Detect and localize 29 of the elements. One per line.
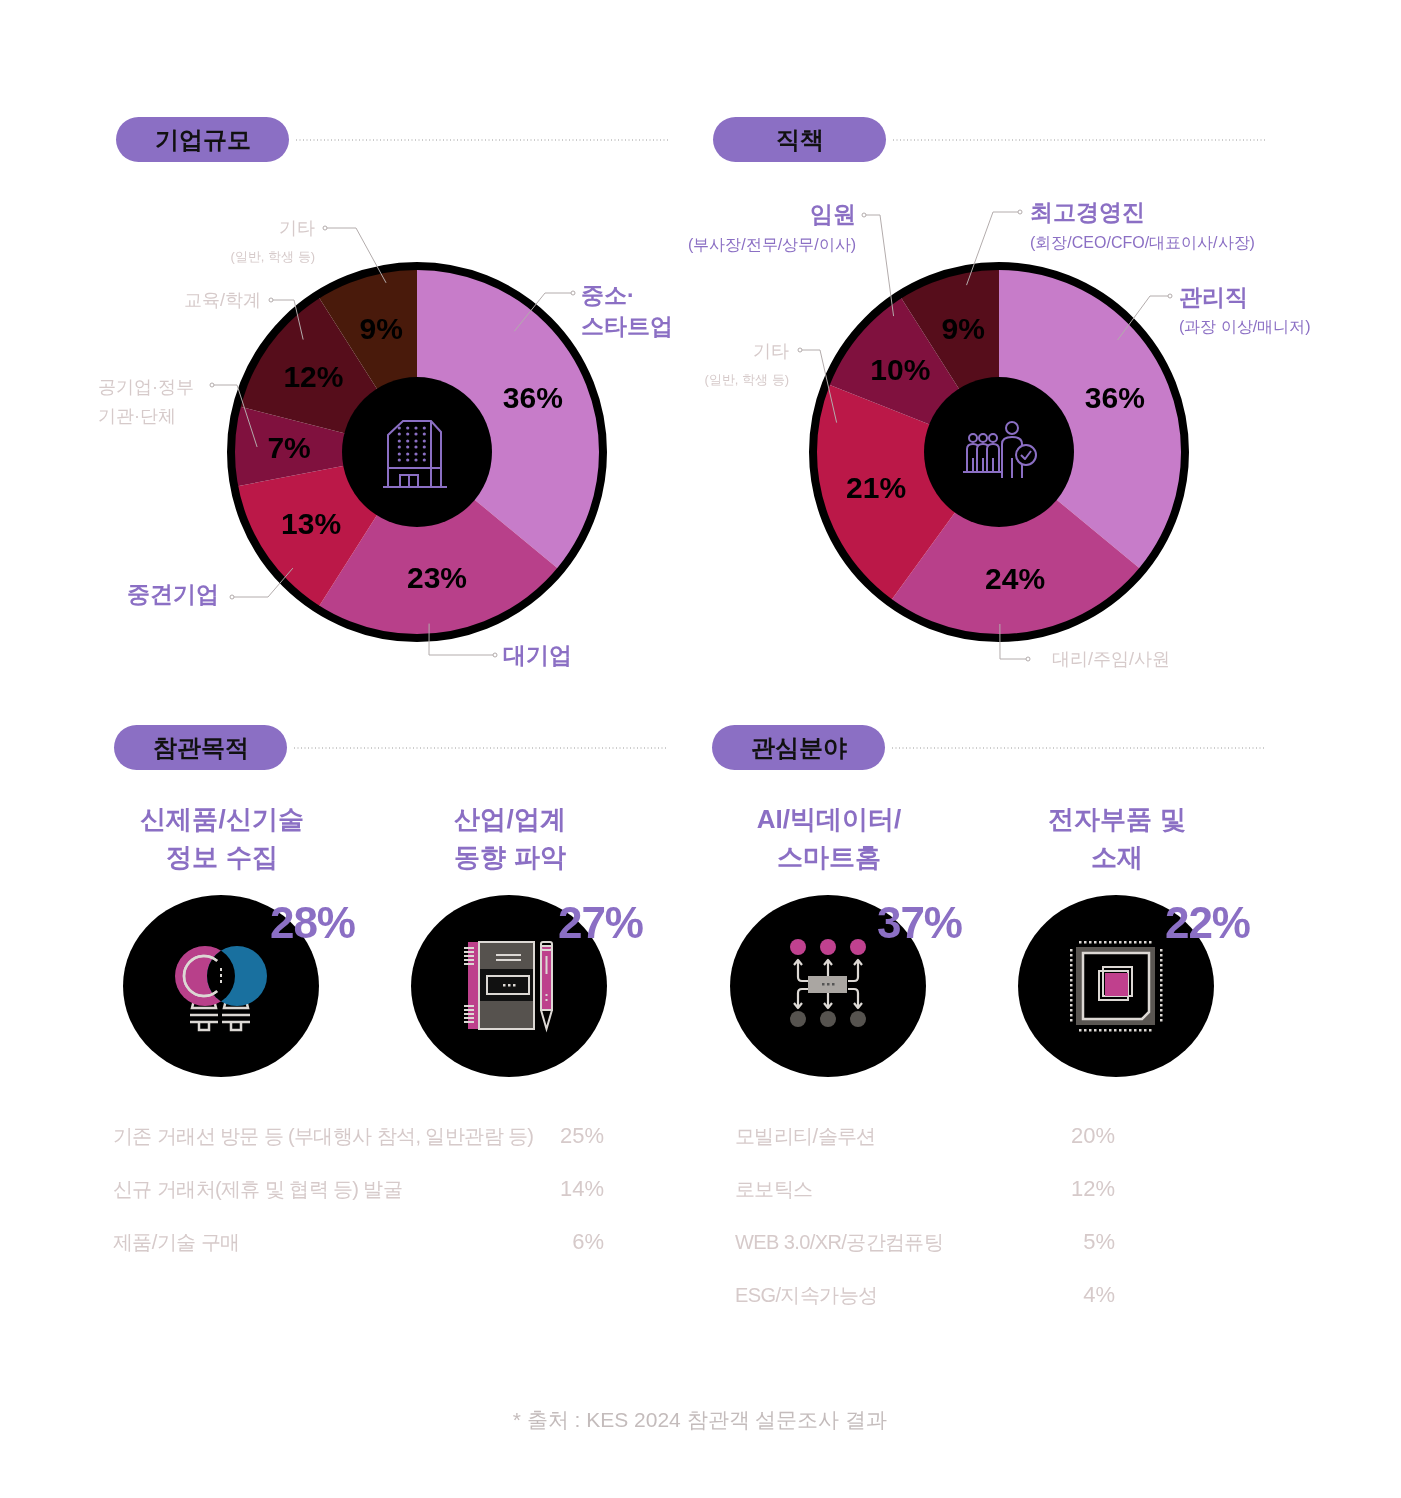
slice-label: 중소· 스타트업 (581, 282, 673, 339)
slice-label: 중견기업 (127, 581, 219, 607)
chart-title: 직책 (775, 126, 824, 153)
data-label: 7% (267, 430, 311, 464)
data-label: 36% (502, 380, 563, 414)
category-label: 신제품/신기술 정보 수집 (140, 804, 304, 872)
category-label: 산업/업계 동향 파악 (454, 804, 566, 872)
text: * 출처 : KES 2024 참관객 설문조사 결과 (512, 1408, 888, 1431)
data-label: 24% (985, 561, 1046, 595)
data-label: 36% (1084, 380, 1145, 414)
data-label: 23% (407, 561, 468, 595)
donut-slice (236, 465, 378, 608)
category-label: 전자부품 및 소재 (1048, 804, 1186, 872)
data-label: 12% (283, 359, 344, 393)
data-label: 21% (846, 470, 907, 504)
slice-label: 최고경영진 (회장/CEO/CFO/대표이사/사장) (1030, 199, 1255, 251)
data-label: 9% (359, 312, 403, 346)
slice-label: 임원 (부사장/전무/상무/이사) (688, 201, 856, 253)
slice-label: 대기업 (503, 642, 572, 668)
chart-title: 기업규모 (154, 126, 251, 153)
donut-slice (890, 499, 1141, 636)
slice-label: 관리직 (과장 이상/매니저) (1179, 284, 1311, 335)
donut-slice (815, 384, 956, 601)
data-label: 10% (870, 353, 931, 387)
text: 관심분야 (750, 734, 847, 761)
category-label: AI/빅데이터/ 스마트홈 (756, 804, 902, 872)
data-label: 9% (941, 312, 985, 346)
text: 참관목적 (152, 734, 249, 761)
data-label: 13% (281, 506, 342, 540)
